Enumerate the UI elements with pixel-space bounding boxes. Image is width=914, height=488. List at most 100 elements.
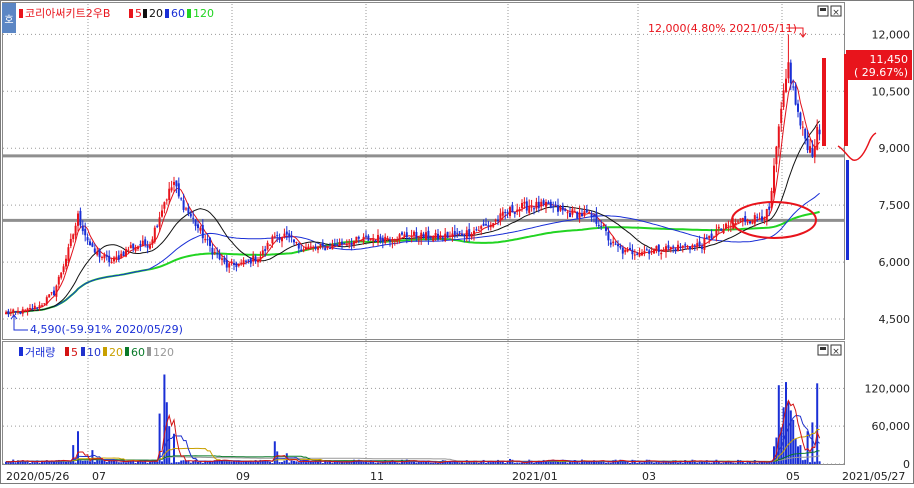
- candle-body: [151, 239, 154, 245]
- legend-ma5-swatch: [129, 9, 133, 18]
- volume-bar: [33, 462, 36, 464]
- volume-bar: [794, 438, 797, 464]
- volume-bar: [797, 446, 799, 464]
- volume-bar: [617, 460, 619, 464]
- candle-body: [813, 146, 816, 158]
- candle-body: [21, 309, 24, 314]
- candle-body: [266, 242, 269, 250]
- legend-name-swatch: [19, 9, 23, 18]
- volume-bar: [377, 462, 379, 464]
- candle-body: [177, 183, 180, 197]
- volume-bar: [732, 462, 735, 464]
- candle-body: [662, 250, 665, 252]
- candle-body: [727, 225, 730, 227]
- candle-body: [499, 213, 502, 222]
- candle-body: [492, 223, 495, 227]
- candle-body: [242, 260, 245, 265]
- candle-body: [533, 208, 535, 210]
- candle-body: [686, 247, 689, 249]
- volume-bar: [504, 463, 507, 465]
- candle-body: [5, 312, 7, 315]
- candle-body: [693, 244, 696, 246]
- volume-bar: [698, 460, 701, 464]
- candle-body: [9, 312, 12, 314]
- candle-body: [403, 234, 406, 237]
- close-icon[interactable]: [830, 5, 842, 17]
- volume-bar: [281, 462, 283, 464]
- volume-bar: [624, 461, 627, 464]
- candle-body: [559, 207, 562, 211]
- volume-bar: [487, 461, 490, 464]
- volume-bar: [199, 461, 202, 464]
- volume-bar: [391, 460, 394, 464]
- volume-bar: [751, 462, 754, 464]
- price-tick-label: 9,000: [879, 142, 911, 155]
- volume-bar: [449, 461, 451, 464]
- candle-body: [7, 310, 10, 315]
- volume-bar: [372, 461, 375, 464]
- volume-bar: [139, 460, 142, 464]
- volume-bar: [410, 461, 413, 464]
- volume-bar: [633, 460, 636, 464]
- candle-body: [283, 233, 286, 237]
- volume-bar: [813, 461, 816, 464]
- candle-body: [470, 235, 473, 238]
- price-panel-controls: ×: [817, 5, 842, 18]
- volume-bar: [204, 460, 207, 464]
- volume-bar: [499, 461, 502, 464]
- candle-body: [782, 90, 785, 107]
- ma5-line: [5, 79, 820, 314]
- vol-close-icon[interactable]: [830, 344, 842, 356]
- candle-body: [69, 238, 72, 246]
- volume-bar: [129, 461, 132, 464]
- volume-bar: [456, 461, 459, 464]
- candle-body: [667, 245, 670, 249]
- volume-bar: [314, 460, 317, 464]
- volume-bar: [696, 462, 699, 464]
- candle-body: [777, 126, 780, 148]
- candle-body: [201, 225, 204, 239]
- candle-body: [293, 239, 295, 243]
- candle-body: [307, 246, 310, 249]
- date-tick-label: 03: [642, 470, 656, 483]
- volume-bar: [245, 460, 247, 464]
- corner-label-box[interactable]: [2, 3, 16, 33]
- candle-body: [65, 258, 67, 267]
- candle-body: [429, 238, 432, 240]
- candle-body: [38, 305, 41, 308]
- candle-body: [633, 254, 636, 256]
- candle-body: [564, 209, 567, 211]
- volume-bar: [101, 460, 103, 464]
- candle-body: [410, 235, 413, 238]
- candle-body: [549, 201, 552, 209]
- candle-body: [218, 253, 221, 260]
- candle-body: [689, 246, 691, 250]
- volume-bar: [425, 461, 427, 464]
- volume-bar: [141, 461, 144, 464]
- candle-body: [588, 211, 591, 213]
- volume-bar: [645, 459, 648, 464]
- volume-bar: [468, 461, 471, 464]
- candle-body: [645, 249, 648, 251]
- volume-bar: [225, 460, 228, 464]
- volume-bar: [710, 462, 713, 464]
- volume-bar: [413, 460, 415, 464]
- candle-body: [396, 240, 399, 242]
- legend-ma20: 20: [149, 7, 163, 20]
- candle-body: [36, 307, 39, 309]
- volume-bar: [669, 462, 672, 464]
- low-annotation: 4,590(-59.91% 2020/05/29): [10, 314, 183, 336]
- volume-bar: [573, 460, 576, 464]
- candle-body: [593, 215, 595, 217]
- volume-bar: [192, 461, 195, 464]
- volume-bar: [21, 460, 24, 464]
- volume-bar: [72, 445, 75, 464]
- volume-bar: [713, 462, 715, 464]
- volume-bar: [785, 382, 787, 464]
- candle-body: [194, 219, 197, 227]
- volume-bar: [321, 463, 324, 465]
- candle-body: [312, 246, 315, 249]
- candle-body: [235, 263, 238, 268]
- candle-body: [456, 232, 459, 234]
